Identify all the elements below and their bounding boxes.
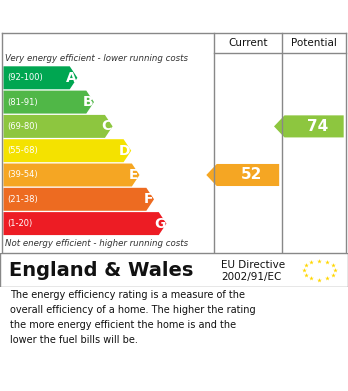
Text: G: G [154,217,165,231]
Text: E: E [129,168,139,182]
Text: 52: 52 [241,167,262,183]
Text: (55-68): (55-68) [7,146,38,155]
Text: Potential: Potential [291,38,337,48]
Polygon shape [3,212,166,235]
Text: Energy Efficiency Rating: Energy Efficiency Rating [9,7,238,25]
Text: B: B [82,95,93,109]
Polygon shape [3,91,94,113]
Polygon shape [3,188,154,211]
Text: (69-80): (69-80) [7,122,38,131]
Polygon shape [3,139,131,162]
Text: A: A [66,71,76,85]
Text: (92-100): (92-100) [7,73,43,82]
Polygon shape [3,163,140,187]
Polygon shape [3,115,113,138]
Text: EU Directive: EU Directive [221,260,285,270]
Text: F: F [143,192,153,206]
Text: 2002/91/EC: 2002/91/EC [221,272,281,282]
Text: Very energy efficient - lower running costs: Very energy efficient - lower running co… [5,54,188,63]
Polygon shape [274,115,344,137]
Text: C: C [101,119,112,133]
Text: England & Wales: England & Wales [9,261,193,280]
Text: 74: 74 [307,119,328,134]
Polygon shape [206,164,279,186]
Text: (81-91): (81-91) [7,98,38,107]
Text: (39-54): (39-54) [7,170,38,179]
Text: Not energy efficient - higher running costs: Not energy efficient - higher running co… [5,239,188,248]
Text: D: D [119,144,130,158]
Text: (21-38): (21-38) [7,195,38,204]
Polygon shape [3,66,77,89]
Text: The energy efficiency rating is a measure of the
overall efficiency of a home. T: The energy efficiency rating is a measur… [10,291,256,345]
Text: (1-20): (1-20) [7,219,32,228]
Text: Current: Current [228,38,268,48]
